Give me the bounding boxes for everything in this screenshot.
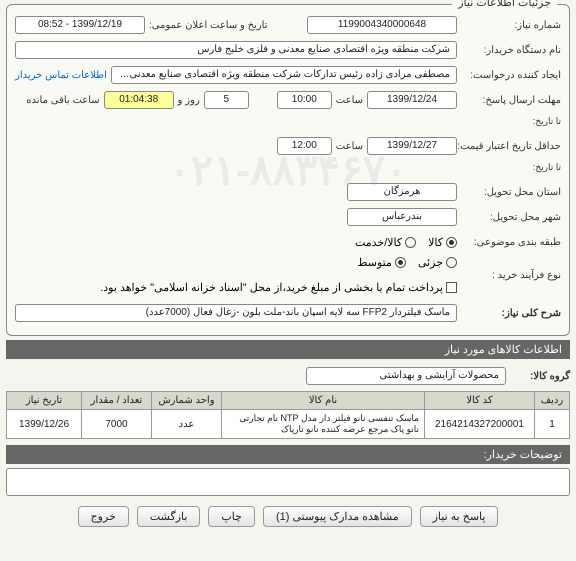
exit-button[interactable]: خروج bbox=[78, 506, 129, 527]
general-desc-value: ماسک فیلتردار FFP2 سه لایه اسپان باند-مل… bbox=[15, 304, 457, 322]
price-date-value: 1399/12/27 bbox=[367, 137, 457, 155]
buyer-org-label: نام دستگاه خریدار: bbox=[461, 45, 561, 56]
buy-type-label: نوع فرآیند خرید : bbox=[461, 270, 561, 281]
buyer-org-value: شرکت منطقه ویژه اقتصادی صنایع معدنی و فل… bbox=[15, 41, 457, 59]
td-code: 2164214327200001 bbox=[425, 410, 535, 439]
pay-note-label: پرداخت تمام یا بخشی از مبلغ خرید،از محل … bbox=[100, 281, 443, 294]
attachments-button[interactable]: مشاهده مدارک پیوستی (1) bbox=[263, 506, 412, 527]
th-idx: ردیف bbox=[535, 392, 570, 410]
radio-minor[interactable]: جزئی bbox=[418, 256, 457, 269]
td-unit: عدد bbox=[152, 410, 222, 439]
reply-time-value: 10:00 bbox=[277, 91, 332, 109]
details-panel: جزئیات اطلاعات نیاز شماره نیاز: 11990043… bbox=[6, 4, 570, 336]
radio-medium[interactable]: متوسط bbox=[357, 256, 406, 269]
items-table: ردیف کد کالا نام کالا واحد شمارش تعداد /… bbox=[6, 391, 570, 439]
announce-dt-label: تاریخ و ساعت اعلان عمومی: bbox=[149, 20, 268, 31]
th-qty: تعداد / مقدار bbox=[82, 392, 152, 410]
td-qty: 7000 bbox=[82, 410, 152, 439]
rooz-label: روز و bbox=[178, 95, 200, 106]
saat2-label: ساعت bbox=[336, 141, 363, 152]
time-left-value: 01:04:38 bbox=[104, 91, 174, 109]
radio-dot-icon bbox=[446, 237, 457, 248]
announce-dt-value: 1399/12/19 - 08:52 bbox=[15, 16, 145, 34]
reply-button[interactable]: پاسخ به نیاز bbox=[420, 506, 499, 527]
back-button[interactable]: بازگشت bbox=[137, 506, 201, 527]
remain-label: ساعت باقی مانده bbox=[26, 95, 99, 106]
table-row[interactable]: 1 2164214327200001 ماسک تنفسی نانو فیلتر… bbox=[7, 410, 570, 439]
creator-value: مصطفی مرادی زاده رئیس تدارکات شرکت منطقه… bbox=[111, 66, 457, 84]
th-name: نام کالا bbox=[222, 392, 425, 410]
to-date1-label: تا تاریخ: bbox=[461, 116, 561, 127]
city-value: بندرعباس bbox=[347, 208, 457, 226]
table-header-row: ردیف کد کالا نام کالا واحد شمارش تعداد /… bbox=[7, 392, 570, 410]
saat1-label: ساعت bbox=[336, 95, 363, 106]
th-unit: واحد شمارش bbox=[152, 392, 222, 410]
item-group-label: گروه کالا: bbox=[510, 371, 570, 382]
days-left-value: 5 bbox=[204, 91, 249, 109]
to-date2-label: تا تاریخ: bbox=[461, 162, 561, 173]
city-label: شهر محل تحویل: bbox=[461, 212, 561, 223]
buy-type-radios: جزئی متوسط پرداخت تمام یا بخشی از مبلغ خ… bbox=[15, 256, 457, 294]
checkbox-icon bbox=[446, 282, 457, 293]
td-idx: 1 bbox=[535, 410, 570, 439]
panel-title: جزئیات اطلاعات نیاز bbox=[452, 0, 557, 9]
province-value: هرمزگان bbox=[347, 183, 457, 201]
radio-kala-label: کالا bbox=[428, 236, 443, 249]
general-desc-label: شرح کلی نیاز: bbox=[461, 308, 561, 319]
td-name: ماسک تنفسی نانو فیلتر دار مدل NTP نام تج… bbox=[222, 410, 425, 439]
category-label: طبقه بندی موضوعی: bbox=[461, 237, 561, 248]
th-date: تاریخ نیاز bbox=[7, 392, 82, 410]
pay-note-check[interactable]: پرداخت تمام یا بخشی از مبلغ خرید،از محل … bbox=[100, 281, 457, 294]
radio-kala-khedmat-label: کالا/خدمت bbox=[355, 236, 402, 249]
radio-kala-khedmat[interactable]: کالا/خدمت bbox=[355, 236, 416, 249]
price-deadline-label: حداقل تاریخ اعتبار قیمت: bbox=[461, 141, 561, 152]
need-no-value: 1199004340000648 bbox=[307, 16, 457, 34]
notes-header: توضیحات خریدار: bbox=[6, 445, 570, 464]
contact-link[interactable]: اطلاعات تماس خریدار bbox=[15, 70, 107, 81]
print-button[interactable]: چاپ bbox=[208, 506, 255, 527]
need-no-label: شماره نیاز: bbox=[461, 20, 561, 31]
radio-medium-label: متوسط bbox=[357, 256, 392, 269]
radio-minor-label: جزئی bbox=[418, 256, 443, 269]
reply-date-value: 1399/12/24 bbox=[367, 91, 457, 109]
radio-dot-icon bbox=[405, 237, 416, 248]
td-date: 1399/12/26 bbox=[7, 410, 82, 439]
items-header: اطلاعات کالاهای مورد نیاز bbox=[6, 340, 570, 359]
creator-label: ایجاد کننده درخواست: bbox=[461, 70, 561, 81]
radio-kala[interactable]: کالا bbox=[428, 236, 457, 249]
category-radios: کالا کالا/خدمت bbox=[355, 236, 457, 249]
footer-buttons: پاسخ به نیاز مشاهده مدارک پیوستی (1) چاپ… bbox=[0, 506, 576, 527]
th-code: کد کالا bbox=[425, 392, 535, 410]
reply-deadline-label: مهلت ارسال پاسخ: bbox=[461, 95, 561, 106]
radio-dot-icon bbox=[395, 257, 406, 268]
radio-dot-icon bbox=[446, 257, 457, 268]
price-time-value: 12:00 bbox=[277, 137, 332, 155]
item-group-value: محصولات آرایشی و بهداشتی bbox=[306, 367, 506, 385]
notes-field[interactable] bbox=[6, 468, 570, 496]
province-label: استان محل تحویل: bbox=[461, 187, 561, 198]
